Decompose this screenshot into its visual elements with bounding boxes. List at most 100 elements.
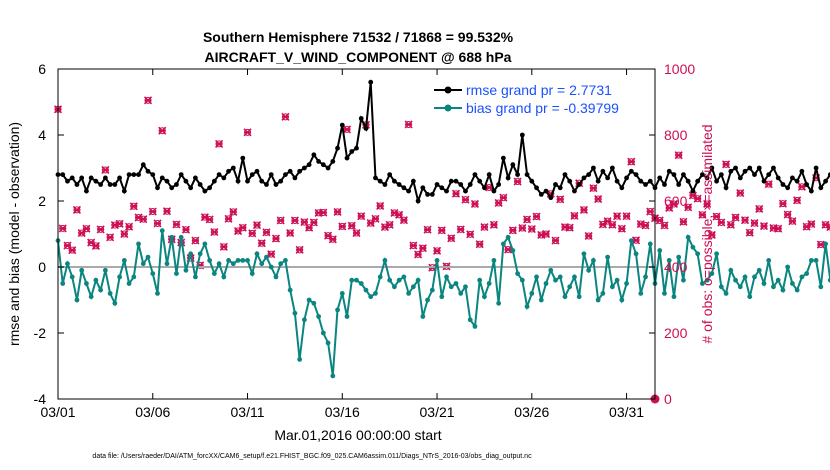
assimilated-obs-marker: [731, 213, 740, 222]
assimilated-obs-marker: [523, 215, 532, 224]
rmse-point: [193, 175, 198, 181]
assimilated-obs-marker: [703, 199, 712, 209]
assimilated-obs-marker: [248, 229, 257, 238]
bias-point: [448, 284, 454, 290]
bias-point: [595, 297, 601, 303]
assimilated-obs-marker: [589, 184, 598, 193]
bias-point: [718, 284, 724, 290]
rmse-point: [785, 185, 791, 191]
assimilated-obs-marker: [352, 228, 361, 238]
rmse-point: [439, 185, 445, 191]
x-tick-label: 03/06: [135, 404, 170, 420]
rmse-point: [140, 162, 146, 168]
assimilated-obs-marker: [262, 228, 271, 237]
bias-point: [733, 277, 738, 283]
assimilated-obs-marker: [646, 207, 655, 216]
rmse-point: [420, 185, 426, 191]
rmse-point: [780, 182, 786, 187]
rmse-point: [226, 168, 231, 174]
bias-point: [330, 373, 336, 379]
rmse-point: [704, 175, 710, 181]
rmse-point: [339, 122, 345, 128]
assimilated-obs-marker: [153, 219, 162, 228]
rmse-point: [259, 178, 265, 184]
bias-point: [780, 287, 786, 293]
rmse-point: [344, 155, 350, 161]
rmse-point: [382, 182, 388, 187]
assimilated-obs-marker: [750, 219, 759, 228]
bias-point: [505, 234, 511, 240]
assimilated-obs-marker: [125, 222, 134, 231]
bias-point: [69, 274, 75, 280]
y-axis-label: rmse and bias (model - observation): [6, 122, 22, 346]
rmse-point: [486, 172, 492, 178]
bias-point: [325, 340, 331, 346]
rmse-point: [429, 192, 435, 197]
y-tick-label: 6: [38, 61, 46, 77]
rmse-point: [169, 185, 175, 191]
rmse-point: [268, 172, 274, 178]
bias-point: [704, 277, 710, 283]
bias-point: [458, 291, 464, 296]
rmse-point: [65, 178, 70, 184]
assimilated-obs-marker: [205, 215, 214, 224]
assimilated-obs-marker: [788, 217, 797, 226]
rmse-point: [79, 175, 85, 181]
bias-point: [117, 274, 122, 280]
rmse-point: [453, 178, 459, 184]
assimilated-obs-marker: [594, 194, 603, 204]
bias-point: [230, 261, 236, 267]
assimilated-obs-marker: [641, 221, 650, 230]
rmse-point: [458, 182, 464, 187]
legend-box: [432, 77, 640, 125]
assimilated-obs-marker: [72, 205, 82, 214]
bias-point: [486, 281, 492, 286]
rmse-point: [112, 182, 118, 187]
assimilated-obs-marker: [722, 160, 731, 169]
assimilated-obs-marker: [826, 223, 830, 232]
y-tick-label: -4: [34, 391, 47, 407]
rmse-point: [377, 178, 383, 184]
rmse-point: [273, 182, 279, 187]
rmse-point: [647, 178, 653, 184]
rmse-point: [448, 178, 454, 184]
rmse-point: [538, 192, 544, 197]
rmse-point: [102, 175, 108, 181]
rmse-point: [183, 178, 189, 184]
bias-point: [695, 251, 701, 257]
rmse-point: [174, 182, 179, 187]
assimilated-obs-marker: [338, 222, 347, 231]
rmse-point: [624, 175, 629, 181]
rmse-point: [320, 162, 326, 168]
bias-point: [254, 251, 260, 257]
bias-point: [709, 271, 715, 276]
bias-point: [823, 241, 828, 247]
bias-point: [183, 267, 189, 273]
y-tick-label: 2: [38, 193, 46, 209]
bias-point: [316, 314, 321, 319]
bias-point: [723, 291, 729, 296]
rmse-point: [368, 79, 374, 85]
bias-point: [410, 284, 416, 290]
bias-point: [591, 258, 596, 263]
bias-point: [491, 258, 497, 263]
rmse-point: [548, 195, 554, 201]
bias-point: [453, 281, 459, 286]
bias-point: [766, 258, 772, 263]
bias-point: [93, 277, 99, 283]
rmse-point: [752, 172, 757, 178]
bias-point: [178, 234, 184, 240]
rmse-point: [534, 185, 539, 191]
rmse-point: [567, 178, 573, 184]
rmse-point: [572, 188, 577, 194]
bias-point: [756, 267, 762, 273]
assimilated-obs-marker: [139, 215, 148, 224]
bias-point: [240, 258, 246, 263]
bias-point: [358, 281, 364, 286]
bias-point: [159, 228, 165, 234]
assimilated-obs-marker: [281, 112, 290, 121]
rmse-point: [524, 172, 530, 178]
rmse-point: [529, 178, 535, 184]
bias-point: [662, 291, 667, 296]
bias-point: [553, 277, 558, 283]
